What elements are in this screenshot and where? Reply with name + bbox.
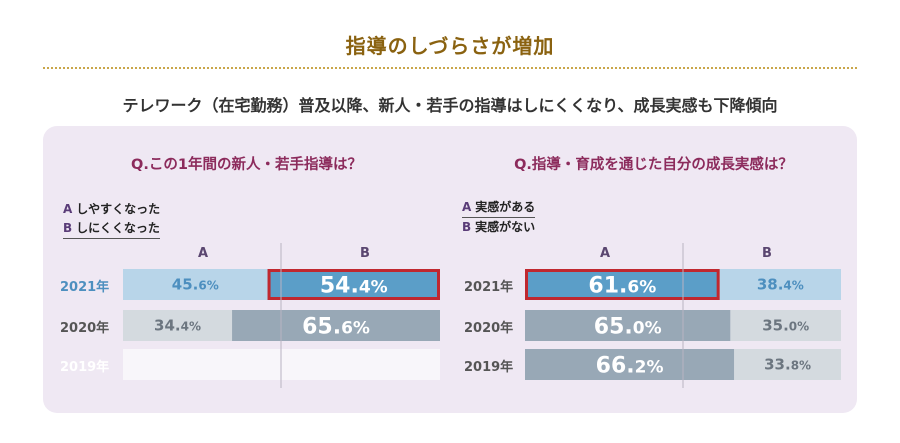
legend: A 実感がある B 実感がない — [462, 198, 536, 237]
bar-segment-b — [232, 310, 440, 341]
bar-label-b: 38.4% — [757, 276, 804, 294]
bar-label-b: 65.6% — [302, 315, 370, 340]
dotted-divider — [43, 67, 857, 69]
bar-segment-b — [730, 310, 841, 341]
bar-label-a: 66.2% — [596, 354, 664, 379]
legend-item-a: A しやすくなった — [63, 202, 161, 216]
legend-item-b: B しにくくなった — [63, 219, 160, 239]
bar-chart-left: 45.6% 54.4% 34.4% 65.6% — [123, 243, 440, 388]
highlight-box — [525, 269, 720, 300]
bar-label-a: 34.4% — [154, 317, 201, 335]
year-label-2019: 2019年 — [464, 360, 514, 375]
chart-left: Q.この1年間の新人・若手指導は？ A しやすくなった B しにくくなった A B … — [43, 126, 450, 413]
year-label-2020: 2020年 — [60, 321, 110, 336]
legend-item-b: B 実感がない — [462, 220, 536, 234]
bar-segment-b — [267, 269, 440, 300]
bar-segment-a — [525, 349, 735, 380]
legend: A しやすくなった B しにくくなった — [63, 200, 160, 239]
bar-label-b: 54.4% — [320, 274, 388, 299]
bar-label-a: 45.6% — [172, 276, 219, 294]
bar-segment-b — [734, 349, 841, 380]
year-label-2019: 2019年 — [60, 360, 110, 375]
column-header-a: A — [197, 246, 209, 261]
year-label-2021: 2021年 — [464, 280, 514, 295]
highlight-box — [267, 269, 440, 300]
bar-label-b: 35.0% — [762, 317, 809, 335]
subheadline: テレワーク（在宅勤務）普及以降、新人・若手の指導はしにくくなり、成長実感も下降傾… — [122, 96, 778, 115]
bar-label-a: 65.0% — [594, 315, 662, 340]
legend-item-a: A 実感がある — [462, 198, 536, 218]
column-header-b: B — [360, 246, 370, 261]
bar-chart-right: 61.6% 38.4% 65.0% 35.0% 66.2% 33.8% — [525, 243, 841, 388]
headline: 指導のしづらさが増加 — [345, 34, 555, 58]
bar-segment-a — [525, 269, 720, 300]
chart-title: Q.指導・育成を通じた自分の成長実感は？ — [514, 157, 793, 173]
year-label-2020: 2020年 — [464, 321, 514, 336]
column-header-a: A — [599, 246, 611, 261]
bar-label-a: 61.6% — [588, 274, 656, 299]
year-label-2021: 2021年 — [60, 280, 110, 295]
bar-segment-a — [123, 269, 268, 300]
bar-label-b: 33.8% — [764, 356, 811, 374]
chart-right: Q.指導・育成を通じた自分の成長実感は？ A 実感がある B 実感がない A B 2… — [450, 126, 857, 413]
bar-segment-a — [123, 310, 233, 341]
bar-segment-a — [525, 310, 731, 341]
column-header-b: B — [762, 246, 772, 261]
chart-title: Q.この1年間の新人・若手指導は？ — [131, 157, 362, 173]
bar-segment-b — [719, 269, 841, 300]
